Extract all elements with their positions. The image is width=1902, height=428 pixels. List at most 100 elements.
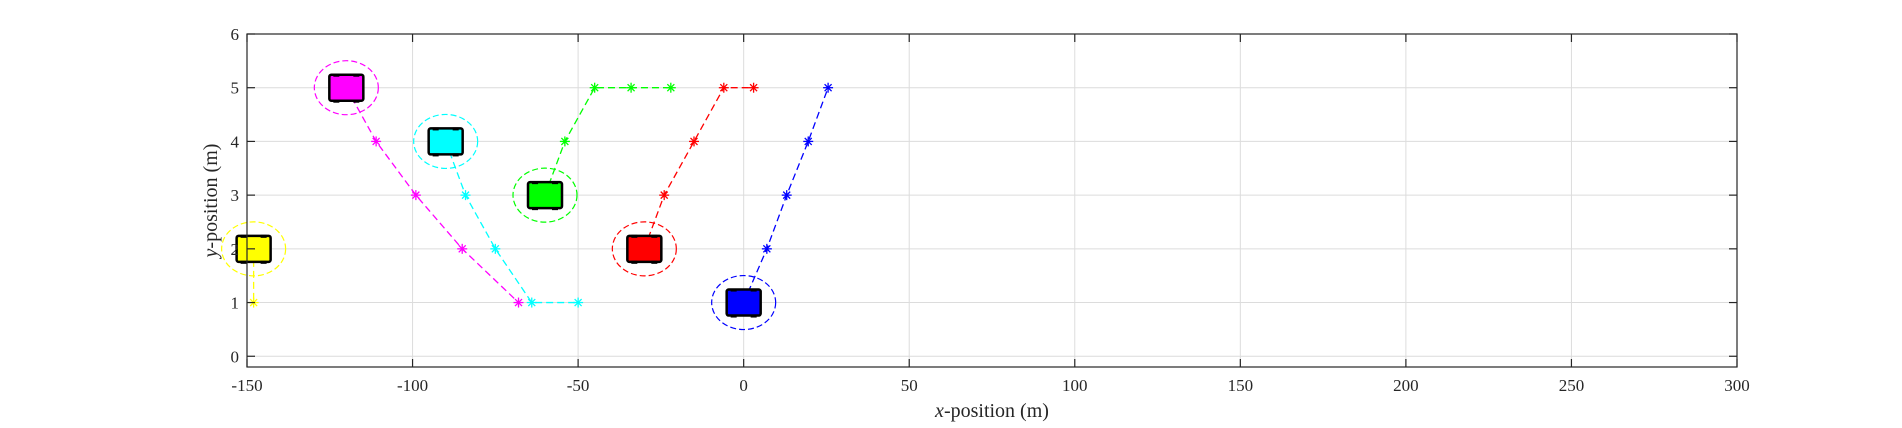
waypoint-marker (559, 136, 570, 147)
vehicle-wheel (353, 99, 360, 103)
waypoint-marker (589, 82, 600, 93)
vehicle-body (526, 180, 564, 210)
waypoint-marker (490, 243, 501, 254)
waypoint-marker (718, 82, 729, 93)
x-tick-label: 100 (1062, 376, 1088, 395)
vehicle (413, 113, 479, 170)
y-tick-label: 3 (231, 186, 240, 205)
y-tick-label: 4 (231, 132, 240, 151)
vehicle-wheel (260, 234, 267, 238)
vehicle-wheel (631, 260, 638, 264)
waypoint-marker (781, 190, 792, 201)
waypoint-marker (457, 243, 468, 254)
vehicle-safety-circle (611, 221, 677, 277)
waypoint-markers (248, 82, 834, 308)
grid-lines (246, 33, 1738, 367)
waypoint-marker (513, 297, 524, 308)
vehicle-wheel (651, 234, 658, 238)
vehicles (221, 60, 777, 331)
y-tick-label: 6 (231, 25, 240, 44)
y-tick-label: 2 (231, 240, 240, 259)
marker-stroke (666, 83, 675, 92)
waypoint-marker (659, 190, 670, 201)
marker-stroke (749, 83, 758, 92)
vehicle-wheel (750, 314, 757, 318)
series-path (544, 87, 671, 196)
waypoint-marker (460, 190, 471, 201)
vehicle-safety-circle (711, 274, 777, 331)
x-tick-label: 300 (1724, 376, 1750, 395)
vehicle-wheel (333, 99, 340, 103)
waypoint-marker (689, 136, 699, 147)
x-tick-label: 50 (901, 376, 918, 395)
marker-stroke (461, 191, 470, 200)
vehicle-wheel (240, 260, 247, 264)
vehicle-wheel (353, 73, 360, 77)
marker-stroke (514, 298, 523, 307)
vehicle-wheel (552, 207, 558, 211)
marker-stroke (372, 137, 381, 146)
waypoint-marker (748, 82, 759, 93)
vehicle (512, 167, 578, 223)
series-path (445, 141, 579, 304)
vehicle-wheel (260, 260, 267, 264)
x-tick-label: -50 (567, 376, 590, 395)
marker-stroke (762, 244, 771, 253)
vehicle (711, 274, 777, 331)
series-path (345, 87, 519, 304)
x-tick-label: 250 (1559, 376, 1585, 395)
vehicle-wheel (730, 314, 737, 318)
vehicle (611, 221, 677, 277)
x-tick-label: 150 (1228, 376, 1254, 395)
x-tick-label: -100 (397, 376, 428, 395)
y-tick-label: 0 (231, 347, 240, 366)
x-tick-label: 200 (1393, 376, 1419, 395)
vehicle-safety-circle (512, 167, 578, 223)
marker-stroke (527, 298, 536, 307)
marker-stroke (560, 137, 569, 146)
vehicle-body (725, 288, 762, 317)
marker-stroke (782, 191, 791, 200)
vehicle-wheel (333, 73, 340, 77)
marker-stroke (411, 191, 420, 200)
waypoint-marker (410, 190, 421, 201)
y-tick-label: 5 (231, 79, 240, 98)
plot-frame (246, 33, 1738, 368)
marker-stroke (491, 244, 500, 253)
marker-stroke (690, 137, 698, 146)
waypoint-marker (526, 297, 537, 308)
vehicle-wheel (452, 153, 459, 157)
vehicle-body (328, 73, 365, 102)
x-tick-labels: -150 -100 -50 0 50 100 150 200 250 300 (231, 376, 1749, 395)
vehicle-wheel (432, 127, 439, 131)
x-axis-label-var: x (934, 400, 944, 422)
x-axis-label: x-position (m) (934, 400, 1049, 422)
vehicle-wheel (750, 288, 757, 292)
vehicle-safety-circle (221, 221, 287, 277)
waypoint-marker (803, 136, 814, 147)
axis-ticks (246, 33, 1738, 367)
x-tick-label: -150 (231, 376, 262, 395)
waypoint-marker (665, 82, 676, 93)
marker-stroke (824, 83, 833, 92)
y-axis-label-rest: -position (m) (200, 144, 222, 249)
marker-stroke (719, 83, 728, 92)
vehicle-body (626, 234, 663, 264)
marker-stroke (804, 137, 813, 146)
x-tick-label: 0 (739, 376, 748, 395)
vehicle-wheel (432, 153, 439, 157)
vehicle-wheel (730, 288, 737, 292)
y-axis-label-var: y (200, 248, 222, 259)
vehicle-wheel (532, 181, 538, 185)
x-axis-label-rest: -position (m) (944, 400, 1049, 422)
waypoint-marker (823, 82, 834, 93)
waypoint-marker (761, 243, 772, 254)
waypoint-marker (573, 297, 584, 308)
vehicle-body (427, 127, 464, 156)
vehicle-safety-circle (413, 113, 479, 170)
marker-stroke (574, 298, 583, 307)
y-tick-labels: 0 1 2 3 4 5 6 (231, 25, 240, 366)
waypoint-marker (371, 136, 382, 147)
marker-stroke (627, 83, 636, 92)
